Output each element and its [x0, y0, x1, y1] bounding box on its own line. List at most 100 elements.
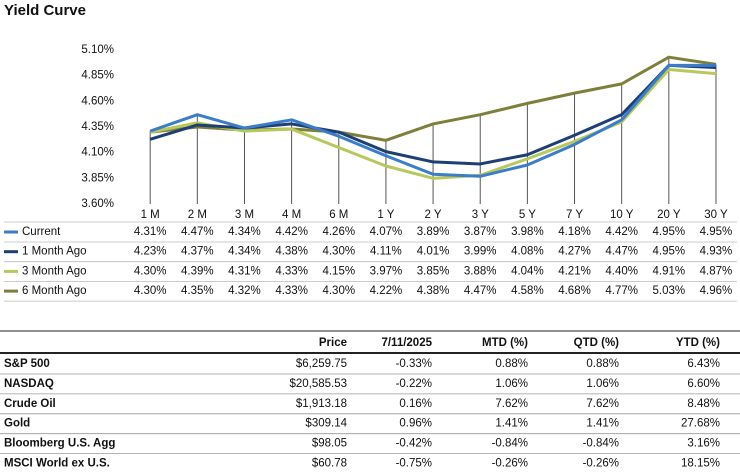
x-tick-label: 30 Y	[704, 209, 728, 221]
value-label: 4.87%	[700, 265, 733, 277]
value-label: 4.30%	[322, 246, 355, 258]
x-tick-label: 10 Y	[610, 209, 634, 221]
row-label: S&P 500	[4, 358, 50, 370]
cell: -0.84%	[583, 438, 619, 450]
y-tick-label: 4.10%	[81, 147, 114, 159]
x-tick-label: 3 Y	[472, 209, 489, 221]
row-label: Bloomberg U.S. Agg	[4, 438, 115, 450]
value-label: 4.37%	[181, 246, 214, 258]
cell: 0.16%	[399, 398, 432, 410]
value-label: 4.35%	[181, 285, 214, 297]
cell: -0.42%	[396, 438, 432, 450]
series-line	[149, 68, 717, 180]
cell: -0.33%	[396, 358, 432, 370]
value-label: 4.91%	[653, 265, 686, 277]
value-label: 4.93%	[700, 246, 733, 258]
cell: -0.84%	[492, 438, 528, 450]
value-label: 4.21%	[558, 265, 591, 277]
x-tick-label: 4 M	[282, 209, 301, 221]
value-label: 4.95%	[653, 246, 686, 258]
cell: $6,259.75	[296, 358, 347, 370]
value-label: 4.22%	[370, 285, 403, 297]
x-tick-label: 3 M	[235, 209, 254, 221]
cell: 1.41%	[586, 418, 619, 430]
cell: 18.15%	[681, 458, 720, 470]
value-label: 4.39%	[181, 265, 214, 277]
column-header: MTD (%)	[482, 337, 528, 349]
value-label: 4.42%	[275, 226, 308, 238]
cell: $20,585.53	[289, 378, 347, 390]
value-label: 4.38%	[417, 285, 450, 297]
value-label: 3.89%	[417, 226, 450, 238]
value-label: 4.95%	[700, 226, 733, 238]
legend-label: 6 Month Ago	[22, 285, 87, 297]
cell: -0.75%	[396, 458, 432, 470]
value-label: 4.26%	[322, 226, 355, 238]
y-tick-label: 4.60%	[81, 95, 114, 107]
series-line	[149, 63, 716, 178]
value-label: 4.42%	[605, 226, 638, 238]
value-label: 3.87%	[464, 226, 497, 238]
value-label: 4.40%	[605, 265, 638, 277]
cell: 1.06%	[495, 378, 528, 390]
cell: 3.16%	[687, 438, 720, 450]
x-tick-label: 2 M	[188, 209, 207, 221]
cell: 6.43%	[687, 358, 720, 370]
row-label: MSCI World ex U.S.	[4, 458, 110, 470]
cell: 0.88%	[586, 358, 619, 370]
column-header: Price	[319, 337, 347, 349]
cell: $60.78	[312, 458, 347, 470]
column-header: QTD (%)	[574, 337, 620, 349]
cell: $1,913.18	[296, 398, 347, 410]
cell: $309.14	[305, 418, 347, 430]
value-label: 4.31%	[228, 265, 261, 277]
cell: $98.05	[312, 438, 347, 450]
column-header: 7/11/2025	[381, 337, 432, 349]
value-label: 4.04%	[511, 265, 544, 277]
value-label: 4.38%	[275, 246, 308, 258]
cell: -0.26%	[583, 458, 619, 470]
cell: -0.26%	[492, 458, 528, 470]
value-label: 4.11%	[370, 246, 402, 258]
value-label: 4.33%	[275, 265, 308, 277]
x-tick-label: 5 Y	[519, 209, 536, 221]
value-label: 4.47%	[464, 285, 497, 297]
row-label: Gold	[4, 418, 30, 430]
value-label: 4.23%	[134, 246, 167, 258]
value-label: 5.03%	[653, 285, 686, 297]
value-label: 4.15%	[322, 265, 355, 277]
value-label: 4.07%	[370, 226, 403, 238]
column-header: YTD (%)	[676, 337, 720, 349]
value-label: 4.95%	[653, 226, 686, 238]
cell: 1.06%	[586, 378, 619, 390]
cell: 1.41%	[495, 418, 528, 430]
value-label: 4.31%	[134, 226, 167, 238]
legend-label: Current	[22, 226, 61, 238]
value-label: 4.18%	[558, 226, 591, 238]
y-tick-label: 3.60%	[81, 198, 114, 210]
cell: 27.68%	[681, 418, 720, 430]
cell: 7.62%	[586, 398, 619, 410]
x-tick-label: 2 Y	[425, 209, 442, 221]
legend-label: 3 Month Ago	[22, 265, 87, 277]
value-label: 4.47%	[605, 246, 638, 258]
value-label: 4.27%	[558, 246, 591, 258]
value-label: 4.01%	[417, 246, 450, 258]
chart-title: Yield Curve	[4, 2, 86, 19]
row-label: Crude Oil	[4, 398, 56, 410]
cell: 0.88%	[495, 358, 528, 370]
x-tick-label: 20 Y	[657, 209, 681, 221]
value-label: 4.77%	[605, 285, 638, 297]
cell: 7.62%	[495, 398, 528, 410]
value-label: 4.34%	[228, 226, 261, 238]
value-label: 4.96%	[700, 285, 733, 297]
value-label: 3.88%	[464, 265, 497, 277]
value-label: 4.68%	[558, 285, 591, 297]
value-label: 4.30%	[134, 265, 167, 277]
x-tick-label: 1 Y	[377, 209, 394, 221]
y-tick-label: 5.10%	[81, 44, 114, 56]
y-tick-label: 3.85%	[81, 172, 114, 184]
value-label: 4.32%	[228, 285, 261, 297]
value-label: 3.97%	[370, 265, 403, 277]
